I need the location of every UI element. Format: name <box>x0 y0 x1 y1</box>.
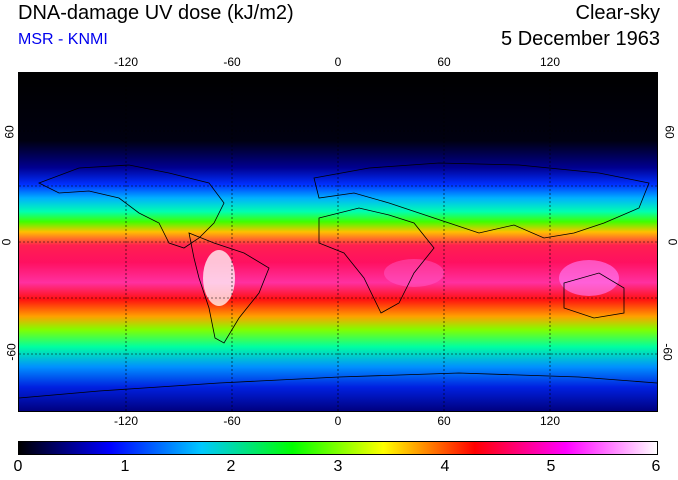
lon-label-bottom: -60 <box>223 414 241 428</box>
lon-label-top: 60 <box>437 55 451 69</box>
lat-label-left: 60 <box>2 125 17 139</box>
graticule <box>19 73 657 411</box>
africa-coast <box>318 207 435 314</box>
colorbar-tick: 0 <box>13 458 23 475</box>
map-date: 5 December 1963 <box>501 28 660 50</box>
lon-label-top: -120 <box>113 55 139 69</box>
uv-dose-map <box>18 72 658 412</box>
colorbar-tick: 4 <box>440 458 450 475</box>
australia-coast <box>563 272 625 319</box>
lat-label-left: 0 <box>0 238 14 246</box>
lon-label-bottom: 120 <box>539 414 561 428</box>
lon-label-bottom: 60 <box>437 414 451 428</box>
sky-condition: Clear-sky <box>575 2 660 24</box>
lon-label-top: -60 <box>223 55 241 69</box>
lon-label-bottom: -120 <box>113 414 139 428</box>
north-america-coast <box>38 164 225 249</box>
uv-peak-south-america <box>203 250 235 306</box>
lat-label-left: -60 <box>4 343 19 361</box>
colorbar-tick: 2 <box>226 458 236 475</box>
lat-label-right: 60 <box>662 125 677 139</box>
map-source: MSR - KNMI <box>18 31 108 48</box>
colorbar-tick: 5 <box>546 458 556 475</box>
lon-label-top: 0 <box>334 55 342 69</box>
lat-label-right: 0 <box>666 239 678 246</box>
colorbar-tick: 6 <box>651 458 661 475</box>
lon-label-bottom: 0 <box>334 414 342 428</box>
lat-label-right: -60 <box>660 343 675 361</box>
coastlines <box>19 162 657 399</box>
lon-label-top: 120 <box>539 55 561 69</box>
eurasia-coast <box>313 162 650 239</box>
colorbar-tick: 1 <box>120 458 130 475</box>
uv-peak-australia <box>559 260 619 296</box>
south-america-coast <box>188 232 270 344</box>
colorbar-tick: 3 <box>333 458 343 475</box>
colorbar <box>18 441 658 455</box>
antarctica-coast <box>19 372 657 399</box>
map-title: DNA-damage UV dose (kJ/m2) <box>18 2 294 24</box>
